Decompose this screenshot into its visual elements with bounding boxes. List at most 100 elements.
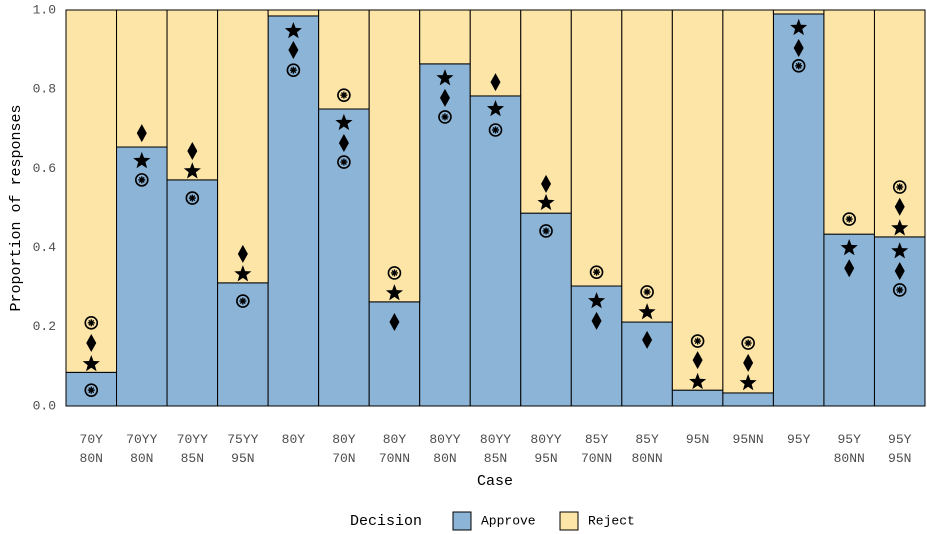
asterisk <box>492 127 499 133</box>
diamond <box>389 313 400 332</box>
marker <box>337 88 351 102</box>
marker <box>387 266 402 280</box>
bar <box>621 9 673 323</box>
circle <box>134 173 149 187</box>
bar <box>772 9 825 15</box>
marker <box>892 180 907 194</box>
star <box>82 355 100 372</box>
legend-swatch <box>559 511 579 531</box>
circle <box>236 294 250 308</box>
circle <box>286 63 301 77</box>
legend-title: Decision <box>350 513 422 530</box>
circle <box>589 265 604 279</box>
circle <box>791 59 806 73</box>
diamond <box>591 311 602 330</box>
x-tick-label: 80YY 80N <box>429 432 461 466</box>
x-tick-label: 95Y 80NN <box>833 432 865 466</box>
y-axis-label: Proportion of responses <box>8 104 25 311</box>
star <box>891 219 909 236</box>
star <box>234 265 252 282</box>
diamond <box>541 174 552 193</box>
marker <box>793 39 804 58</box>
marker <box>338 134 349 153</box>
marker <box>842 212 857 226</box>
marker <box>84 316 99 330</box>
diamond <box>187 141 198 160</box>
asterisk <box>340 159 347 166</box>
marker <box>183 162 201 179</box>
y-tick-label: 0.2 <box>33 319 56 334</box>
circle <box>387 266 402 280</box>
circle <box>84 316 99 330</box>
asterisk <box>543 227 549 234</box>
bar <box>520 212 572 407</box>
bar <box>772 13 825 407</box>
bar <box>166 179 219 407</box>
star <box>588 292 606 309</box>
star <box>486 100 505 117</box>
star <box>436 69 454 86</box>
bar <box>65 9 118 373</box>
star <box>335 113 353 131</box>
diamond <box>743 353 754 372</box>
circle <box>337 88 351 102</box>
marker <box>337 155 351 169</box>
legend-label: Approve <box>481 513 536 528</box>
star <box>537 193 555 211</box>
diamond <box>894 261 905 280</box>
diamond <box>338 134 349 153</box>
marker <box>537 193 555 211</box>
circle <box>185 191 200 205</box>
star <box>840 239 858 256</box>
asterisk <box>290 67 297 74</box>
bar <box>116 146 168 407</box>
marker <box>539 224 553 238</box>
diamond <box>136 124 147 143</box>
bar <box>318 108 370 407</box>
diamond <box>894 197 905 216</box>
x-tick-label: 80Y <box>281 432 306 447</box>
marker <box>82 355 100 372</box>
marker <box>86 334 97 353</box>
marker <box>486 100 505 117</box>
diamond <box>642 330 653 349</box>
marker <box>589 265 604 279</box>
bar <box>671 389 724 407</box>
marker <box>187 141 198 160</box>
x-tick-label: 95Y 95N <box>888 432 912 466</box>
asterisk <box>896 184 903 190</box>
bar <box>722 9 774 394</box>
marker <box>436 69 454 86</box>
marker <box>840 239 858 256</box>
marker <box>488 123 503 137</box>
star <box>689 372 707 390</box>
bar <box>368 9 421 303</box>
circle <box>539 224 553 238</box>
marker <box>894 261 905 280</box>
y-tick-label: 0.0 <box>33 398 56 413</box>
bar <box>823 9 875 235</box>
circle <box>741 336 755 350</box>
asterisk <box>88 319 95 326</box>
asterisk <box>694 338 701 345</box>
marker <box>385 284 403 301</box>
x-tick-label: 70Y 80N <box>79 432 103 466</box>
legend-swatch <box>452 511 472 531</box>
diamond <box>793 39 804 58</box>
marker <box>136 124 147 143</box>
marker <box>892 283 907 297</box>
x-tick-label: 80YY 95N <box>530 432 562 466</box>
diamond <box>844 259 855 278</box>
bar <box>671 9 724 391</box>
star <box>284 22 302 39</box>
star <box>790 18 808 36</box>
marker <box>692 351 703 370</box>
y-tick-label: 0.6 <box>33 161 56 176</box>
circle <box>892 180 907 194</box>
marker <box>690 334 705 348</box>
asterisk <box>896 287 903 293</box>
bar <box>570 285 623 407</box>
marker <box>237 244 248 263</box>
bar <box>318 9 370 110</box>
x-tick-label: 80YY 85N <box>479 432 512 466</box>
